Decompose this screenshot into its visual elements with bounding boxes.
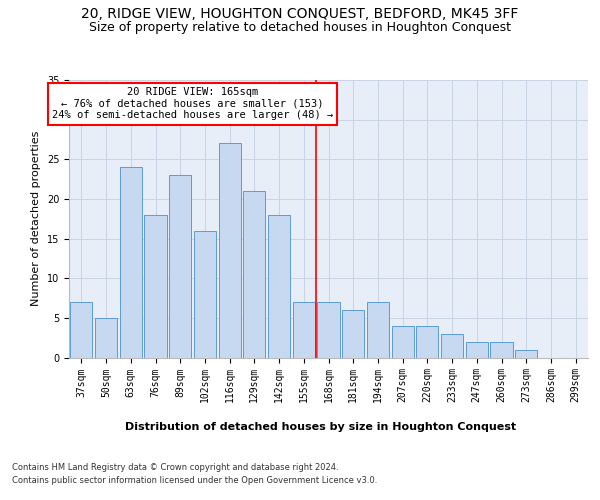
Text: 20, RIDGE VIEW, HOUGHTON CONQUEST, BEDFORD, MK45 3FF: 20, RIDGE VIEW, HOUGHTON CONQUEST, BEDFO… <box>82 8 518 22</box>
Text: Size of property relative to detached houses in Houghton Conquest: Size of property relative to detached ho… <box>89 21 511 34</box>
Bar <box>342 310 364 358</box>
Bar <box>145 215 167 358</box>
Bar <box>490 342 512 357</box>
Bar <box>194 230 216 358</box>
Text: Contains public sector information licensed under the Open Government Licence v3: Contains public sector information licen… <box>12 476 377 485</box>
Bar <box>367 302 389 358</box>
Bar <box>293 302 315 358</box>
Bar <box>119 167 142 358</box>
Bar <box>416 326 439 358</box>
Bar <box>392 326 414 358</box>
Bar <box>466 342 488 357</box>
Text: 20 RIDGE VIEW: 165sqm
← 76% of detached houses are smaller (153)
24% of semi-det: 20 RIDGE VIEW: 165sqm ← 76% of detached … <box>52 87 333 120</box>
Bar <box>515 350 538 358</box>
Bar <box>268 215 290 358</box>
Text: Distribution of detached houses by size in Houghton Conquest: Distribution of detached houses by size … <box>125 422 517 432</box>
Bar <box>317 302 340 358</box>
Bar <box>70 302 92 358</box>
Y-axis label: Number of detached properties: Number of detached properties <box>31 131 41 306</box>
Bar <box>169 175 191 358</box>
Text: Contains HM Land Registry data © Crown copyright and database right 2024.: Contains HM Land Registry data © Crown c… <box>12 464 338 472</box>
Bar <box>441 334 463 357</box>
Bar <box>95 318 117 358</box>
Bar <box>218 144 241 358</box>
Bar <box>243 191 265 358</box>
